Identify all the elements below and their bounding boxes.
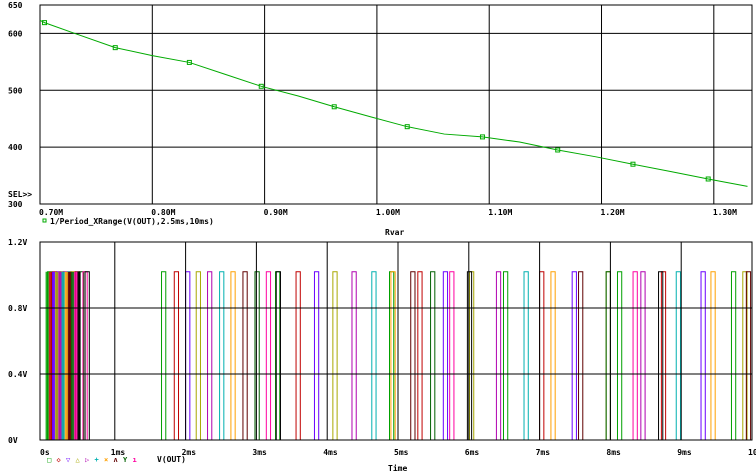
legend-marker-square-icon: □ — [47, 456, 51, 464]
top-x-axis-title: Rvar — [385, 228, 404, 237]
bottom-x-tick-label: 2ms — [182, 448, 197, 457]
top-data-point — [555, 147, 561, 153]
top-data-point — [404, 124, 410, 130]
top-x-tick-label: 1.10M — [488, 208, 512, 217]
legend-marker-diamond-icon: ◇ — [57, 456, 62, 464]
top-y-tick-label: 500 — [8, 86, 23, 95]
top-data-point — [186, 59, 192, 65]
top-y-tick-label: 300 — [8, 200, 23, 209]
top-plot-frame — [39, 4, 753, 205]
bottom-x-tick-label: 0s — [40, 448, 50, 457]
top-y-tick-label: 400 — [8, 143, 23, 152]
top-data-point — [705, 176, 711, 182]
bottom-x-tick-label: 8ms — [606, 448, 621, 457]
legend-marker-x-icon: × — [104, 456, 108, 464]
bottom-x-tick-label: 3ms — [252, 448, 267, 457]
legend-marker-tick-icon: ı — [133, 456, 137, 464]
sel-label: SEL>> — [8, 190, 32, 199]
top-data-point — [331, 104, 337, 110]
bottom-x-tick-label: 4ms — [323, 448, 338, 457]
bottom-plot-frame — [39, 241, 753, 441]
bottom-y-tick-label: 1.2V — [8, 238, 27, 247]
bottom-y-tick-label: 0V — [8, 436, 18, 445]
bottom-x-tick-label: 5ms — [394, 448, 409, 457]
top-plot: 0.70M 0.80M 0.90M 1.00M 1.10M 1.20M 1.30M 300 40… — [8, 1, 753, 237]
bottom-y-tick-label: 0.8V — [8, 304, 27, 313]
top-data-point — [630, 161, 636, 167]
top-x-tick-label: 1.00M — [376, 208, 400, 217]
top-x-tick-label: 0.70M — [39, 208, 63, 217]
top-y-tick-label: 650 — [8, 1, 23, 10]
bottom-x-tick-label: 1ms — [111, 448, 126, 457]
top-data-point — [112, 45, 118, 51]
legend-marker-caret-up-icon: ʌ — [114, 456, 118, 464]
top-x-tick-label: 0.80M — [151, 208, 175, 217]
top-x-tick-label: 1.20M — [601, 208, 625, 217]
bottom-x-tick-label: 9ms — [677, 448, 692, 457]
top-data-point — [258, 83, 264, 89]
top-series-line — [39, 19, 748, 187]
bottom-x-tick-label: 7ms — [536, 448, 551, 457]
top-x-tick-label: 1.30M — [713, 208, 737, 217]
legend-marker-triangle-right-icon: ▷ — [85, 456, 90, 464]
top-data-point — [479, 134, 485, 140]
top-x-tick-label: 0.90M — [264, 208, 288, 217]
top-legend-marker-icon — [42, 218, 47, 223]
top-data-point — [41, 20, 47, 26]
bottom-x-tick-label: 10ms — [748, 448, 756, 457]
legend-marker-triangle-down-icon: ▽ — [66, 456, 71, 464]
bottom-x-axis-title: Time — [388, 463, 407, 473]
bottom-x-tick-label: 6ms — [465, 448, 480, 457]
legend-marker-triangle-up-icon: △ — [76, 456, 81, 464]
top-legend-label: 1/Period_XRange(V(OUT),2.5ms,10ms) — [50, 216, 214, 226]
legend-marker-plus-icon: + — [95, 456, 99, 464]
bottom-plot: 0s 1ms 2ms 3ms 4ms 5ms 6ms 7ms 8ms 9ms 10ms 0V 0.4V 0… — [8, 238, 756, 473]
top-y-tick-label: 600 — [8, 29, 23, 38]
bottom-y-tick-label: 0.4V — [8, 370, 27, 379]
bottom-legend-label: V(OUT) — [157, 455, 186, 464]
legend-marker-y-icon: Y — [123, 456, 128, 464]
